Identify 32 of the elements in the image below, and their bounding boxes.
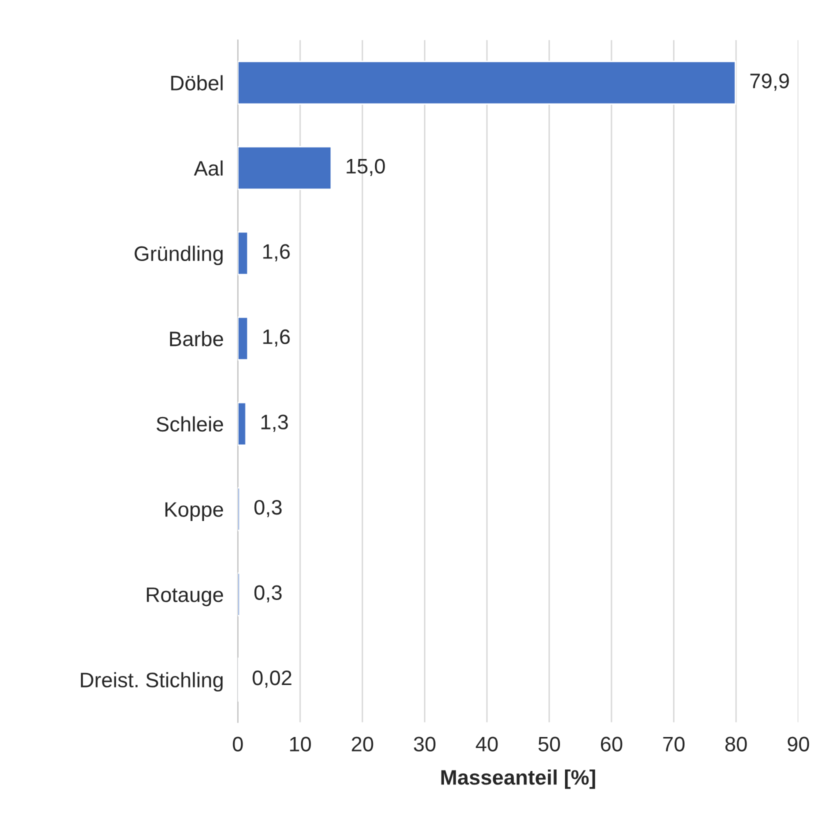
bar <box>238 60 736 105</box>
data-label: 0,3 <box>254 500 282 518</box>
y-tick-label: Gründling <box>134 246 223 266</box>
data-label: 0,02 <box>252 670 292 688</box>
data-label: 79,9 <box>750 74 789 91</box>
y-tick-label: Barbe <box>170 331 224 346</box>
y-tick-label: Koppe <box>165 502 224 521</box>
y-tick-label: Schleie <box>156 416 224 432</box>
data-label: 1,3 <box>261 414 288 432</box>
x-tick-label: 70 <box>663 736 685 752</box>
x-tick-label: 20 <box>352 736 374 752</box>
x-tick-label: 0 <box>232 736 243 752</box>
bar <box>238 316 249 361</box>
y-tick-label: Dreist. Stichling <box>80 672 223 692</box>
data-label: 15,0 <box>346 158 385 176</box>
x-tick-label: 10 <box>290 736 311 752</box>
x-tick-label: 40 <box>476 736 498 752</box>
x-tick-label: 30 <box>414 736 436 752</box>
y-tick-label: Aal <box>194 160 223 176</box>
data-label: 0,3 <box>254 585 282 602</box>
x-tick-label: 90 <box>788 736 810 752</box>
data-label: 1,6 <box>263 244 290 262</box>
y-tick-label: Rotauge <box>146 588 224 606</box>
bar <box>238 402 247 446</box>
data-label: 1,6 <box>263 329 290 347</box>
y-tick-label: Döbel <box>171 75 223 90</box>
x-axis-title: Masseanteil [%] <box>441 769 596 789</box>
bar <box>238 146 332 190</box>
x-tick-label: 80 <box>725 736 747 752</box>
x-tick-label: 50 <box>538 736 560 752</box>
x-tick-label: 60 <box>600 736 622 752</box>
bar <box>238 231 249 276</box>
